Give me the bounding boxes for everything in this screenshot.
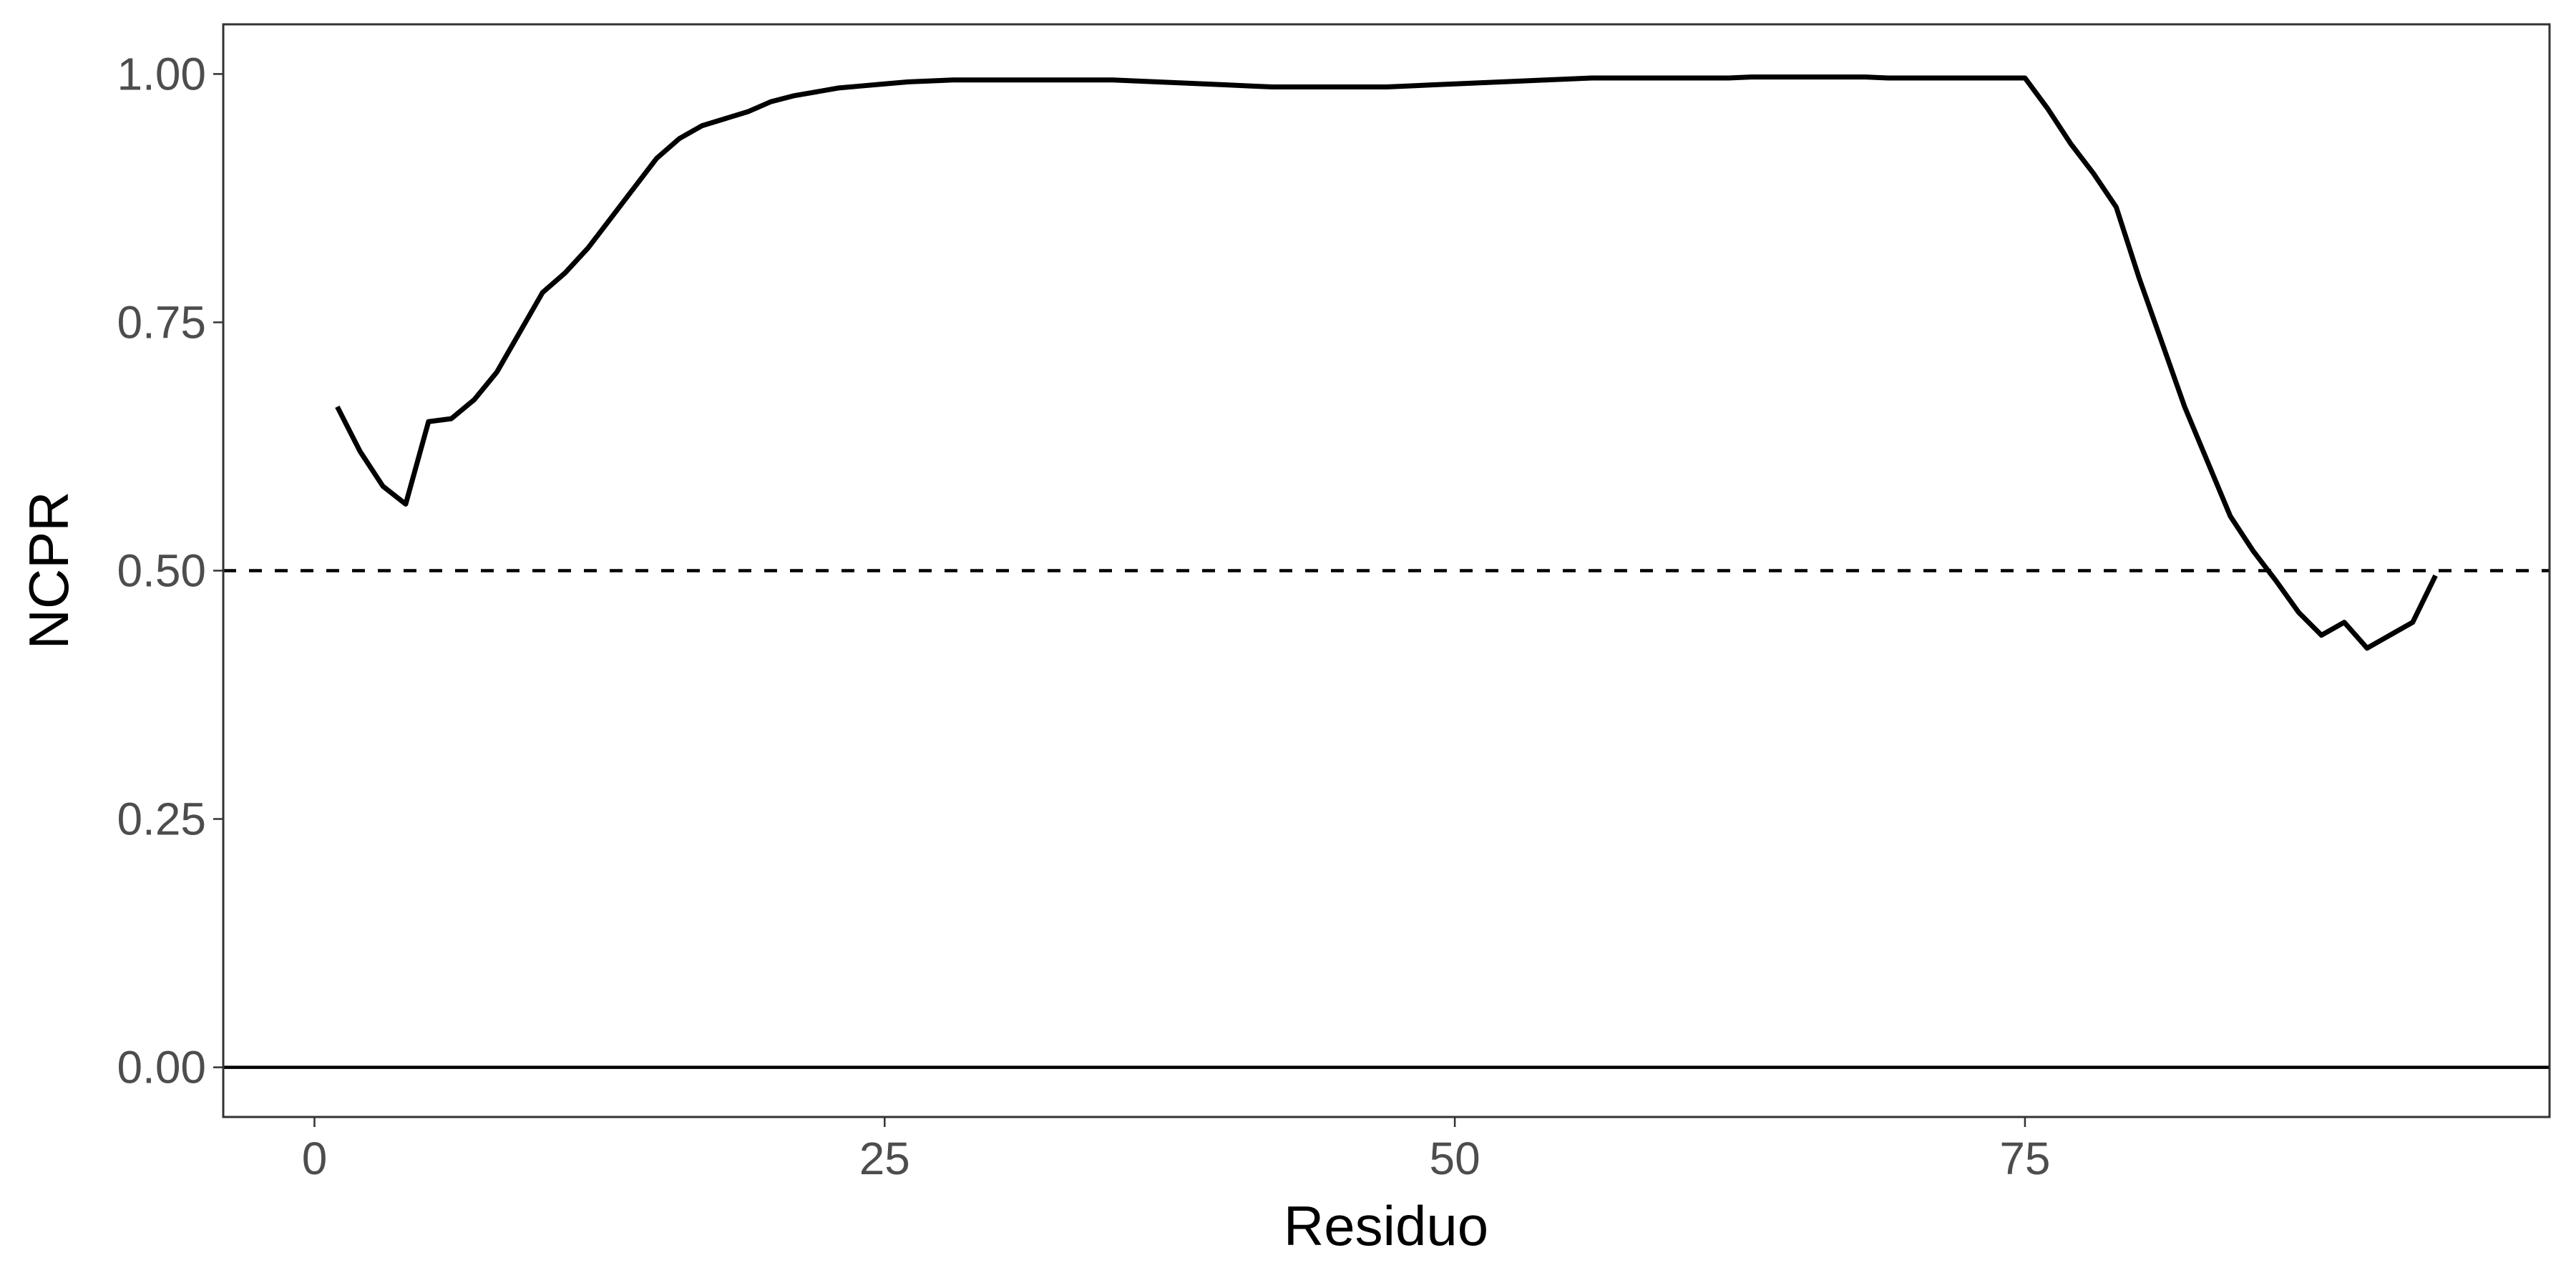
y-tick-label: 0.75 — [117, 296, 206, 348]
x-tick-label: 75 — [1999, 1133, 2050, 1184]
y-tick-label: 0.25 — [117, 794, 206, 845]
data-line — [335, 74, 2438, 651]
x-tick-label: 25 — [859, 1133, 910, 1184]
x-tick-label: 50 — [1430, 1133, 1480, 1184]
x-axis-title: Residuo — [1284, 1194, 1488, 1257]
x-tick-label: 0 — [302, 1133, 328, 1184]
panel-border — [222, 23, 2551, 1118]
y-axis-title: NCPR — [17, 491, 80, 649]
y-tick-label: 0.50 — [117, 545, 206, 597]
y-tick-label: 0.00 — [117, 1042, 206, 1093]
y-tick-label: 1.00 — [117, 48, 206, 99]
